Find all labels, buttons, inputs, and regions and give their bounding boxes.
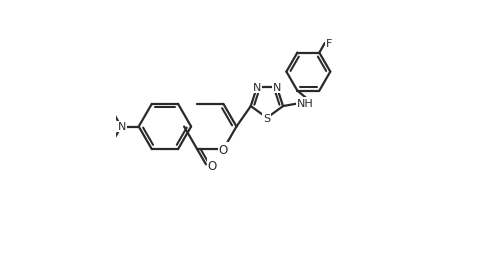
Text: N: N [253,83,261,93]
Text: N: N [118,122,126,132]
Text: NH: NH [297,98,314,108]
Text: N: N [273,83,281,93]
Text: O: O [208,160,217,172]
Text: S: S [263,113,270,123]
Text: F: F [325,39,332,49]
Text: O: O [219,143,228,156]
